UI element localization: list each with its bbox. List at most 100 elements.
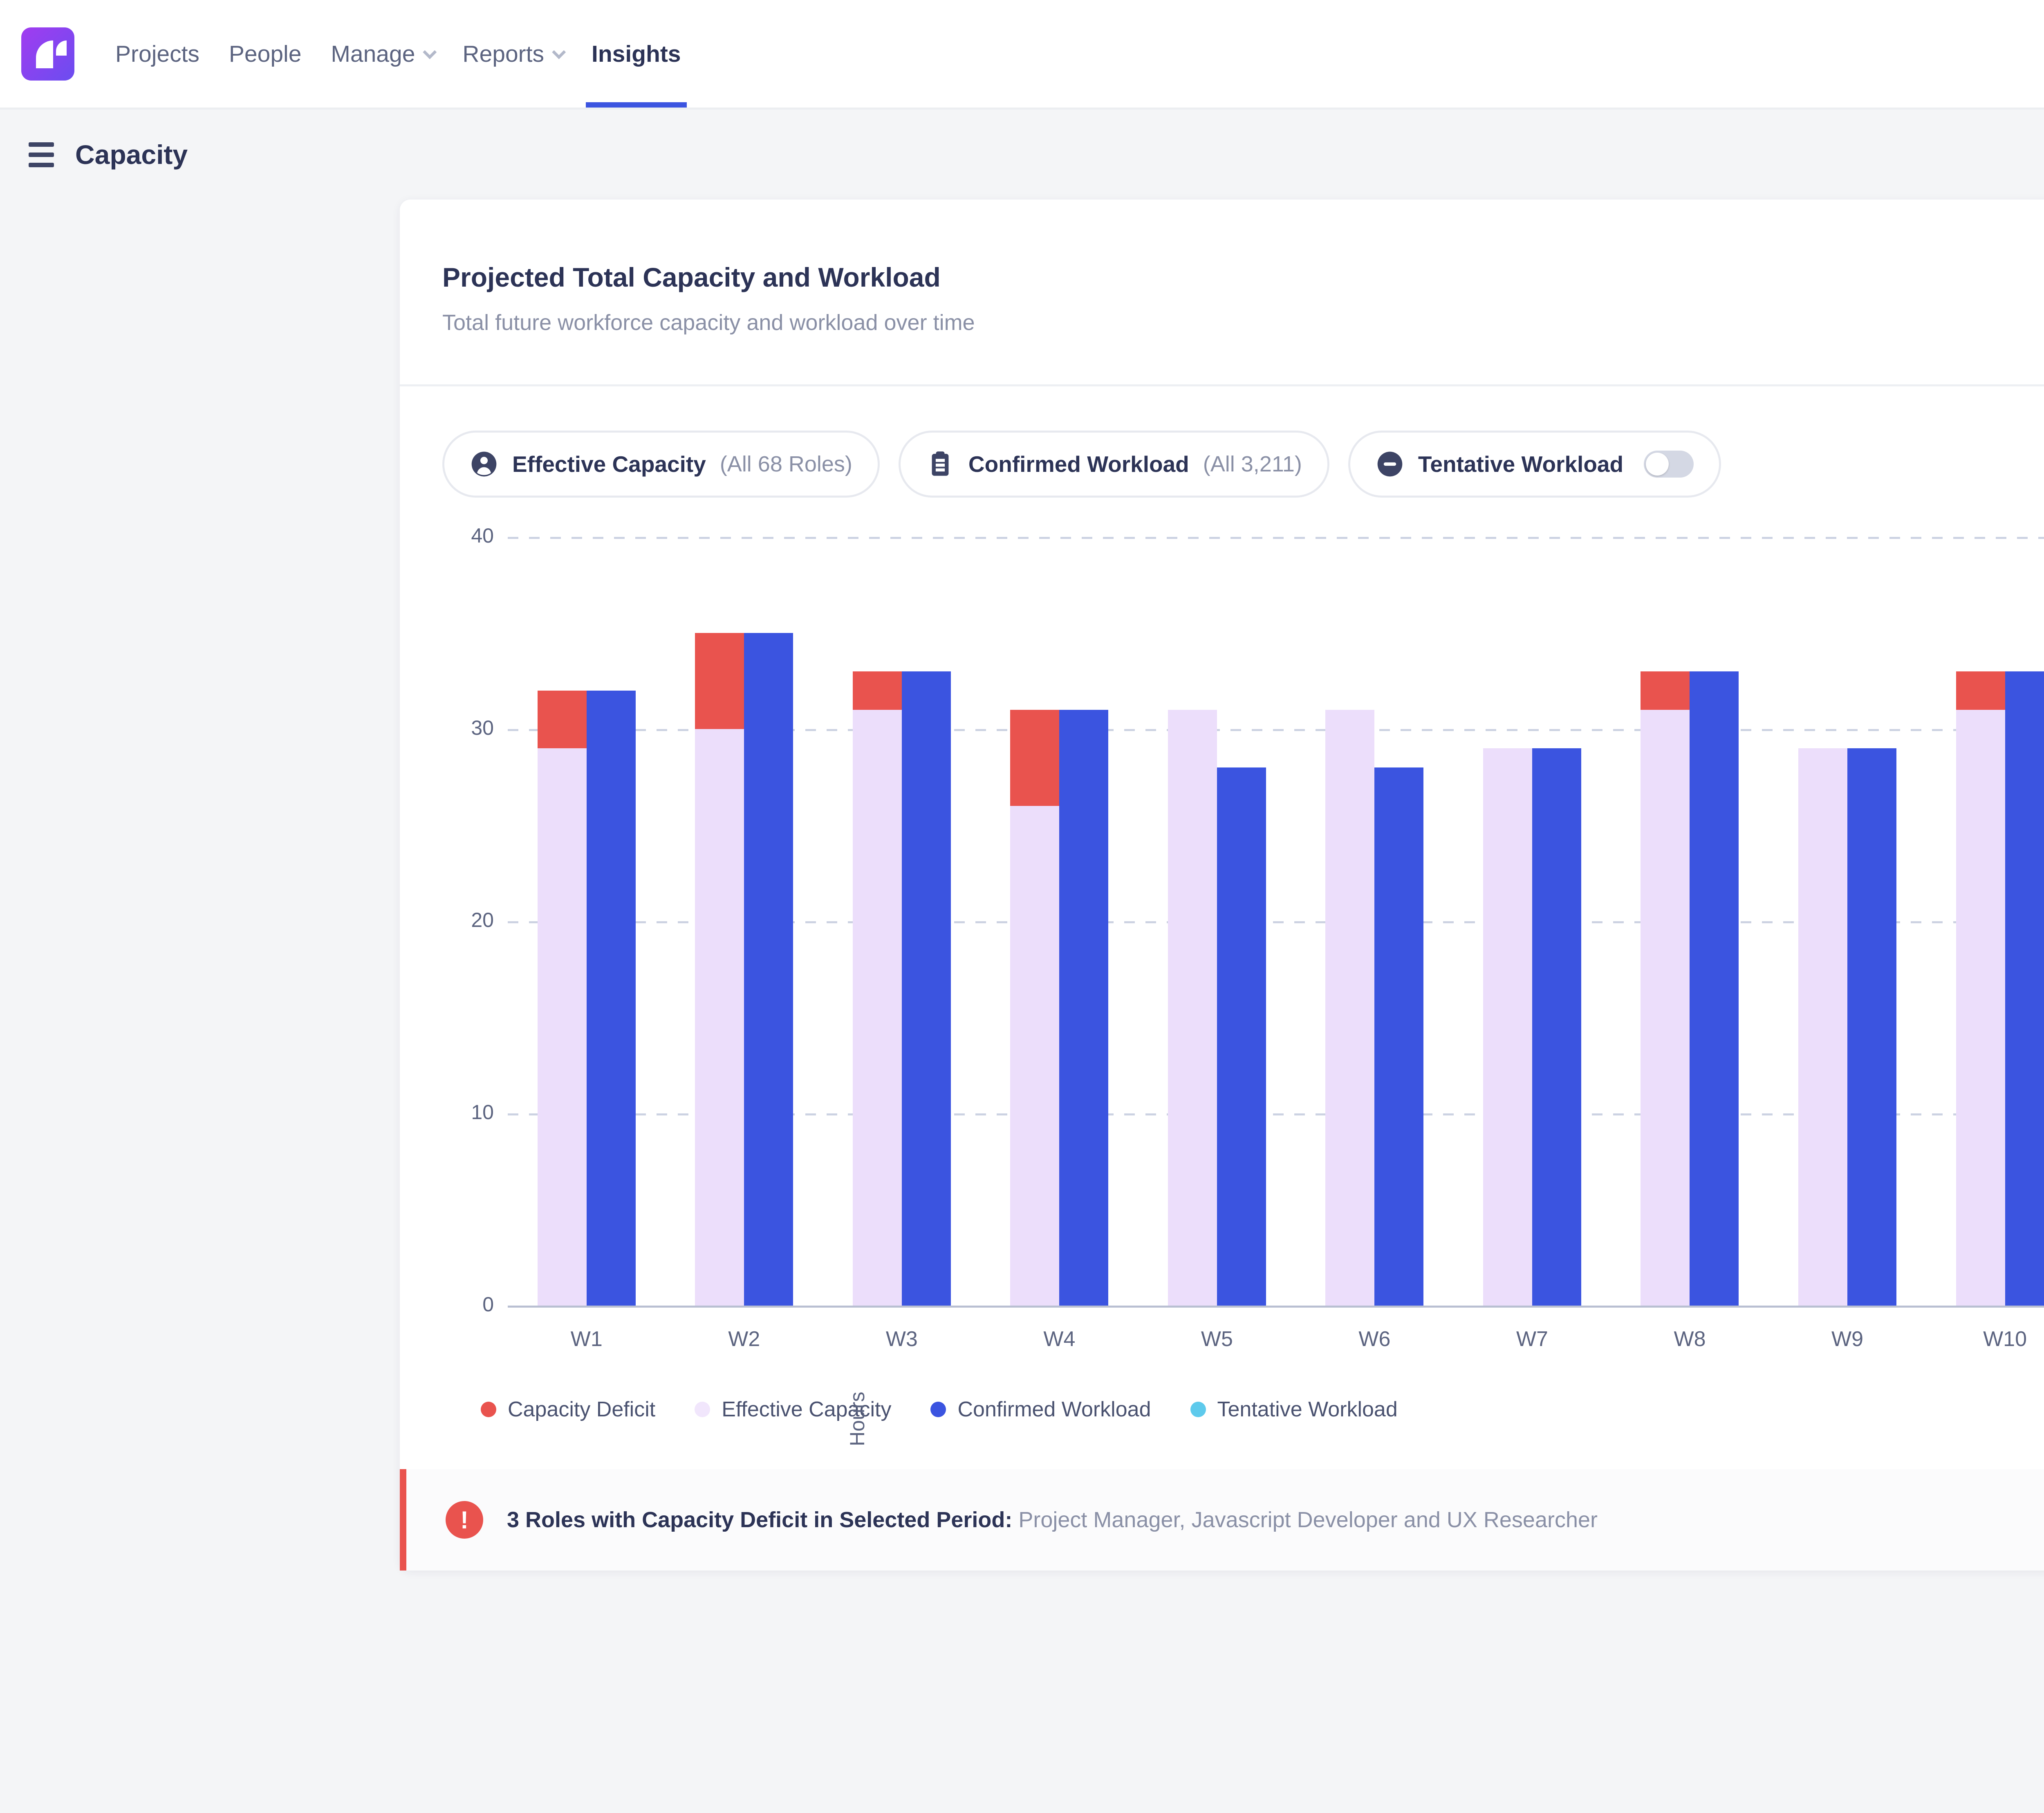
- y-tick-label: 20: [471, 909, 494, 931]
- nav-item-manage[interactable]: Manage: [316, 0, 448, 108]
- nav-item-people[interactable]: People: [214, 0, 316, 108]
- gridline: [508, 1113, 2044, 1115]
- top-navigation-bar: Projects People Manage Reports Insights …: [0, 0, 2044, 110]
- clipboard-icon: [932, 451, 949, 476]
- bar-effective-capacity[interactable]: [695, 633, 744, 1306]
- bar-confirmed-workload[interactable]: [1847, 748, 1897, 1306]
- bar-capacity-deficit[interactable]: [537, 691, 587, 748]
- legend-item[interactable]: Tentative Workload: [1190, 1397, 1398, 1422]
- bar-effective-capacity[interactable]: [1483, 748, 1532, 1306]
- hamburger-line: [29, 152, 54, 157]
- chevron-down-icon: [423, 45, 437, 59]
- bar-group[interactable]: [1453, 537, 1611, 1306]
- x-tick-label: W2: [728, 1327, 760, 1351]
- nav-item-label: Projects: [115, 40, 199, 67]
- nav-item-reports[interactable]: Reports: [448, 0, 577, 108]
- pill-confirmed-workload[interactable]: Confirmed Workload (All 3,211): [898, 431, 1329, 498]
- x-tick-label: W3: [885, 1327, 918, 1351]
- card-title: Projected Total Capacity and Workload: [442, 262, 941, 292]
- series-filter-pills: Effective Capacity (All 68 Roles) Confir…: [400, 386, 2044, 498]
- bar-group[interactable]: [508, 537, 666, 1306]
- person-circle-icon: [471, 451, 497, 477]
- bar-capacity-deficit[interactable]: [852, 671, 902, 710]
- x-tick-label: W10: [1983, 1327, 2027, 1351]
- bar-effective-capacity[interactable]: [1798, 748, 1848, 1306]
- card-header: Projected Total Capacity and Workload To…: [400, 200, 2044, 335]
- chart-legend: Capacity Deficit Effective Capacity Confir…: [400, 1351, 2044, 1422]
- bar-capacity-deficit[interactable]: [1010, 710, 1060, 806]
- bar-group[interactable]: [981, 537, 1139, 1306]
- bar-effective-capacity[interactable]: [852, 671, 902, 1306]
- bar-capacity-deficit[interactable]: [1956, 671, 2005, 710]
- chevron-down-icon: [552, 45, 566, 59]
- x-tick-label: W8: [1674, 1327, 1706, 1351]
- bar-confirmed-workload[interactable]: [586, 691, 636, 1306]
- legend-item[interactable]: Capacity Deficit: [481, 1397, 655, 1422]
- bar-group[interactable]: [823, 537, 981, 1306]
- bar-effective-capacity[interactable]: [1325, 710, 1375, 1306]
- alert-exclamation-icon: !: [446, 1501, 483, 1539]
- bar-group[interactable]: [1138, 537, 1296, 1306]
- runn-logo-icon[interactable]: [21, 27, 74, 81]
- bar-confirmed-workload[interactable]: [1217, 767, 1266, 1306]
- x-tick-label: W1: [570, 1327, 603, 1351]
- y-tick-label: 40: [471, 524, 494, 547]
- nav-items: Projects People Manage Reports Insights: [101, 0, 696, 108]
- bar-confirmed-workload[interactable]: [1374, 767, 1424, 1306]
- bar-capacity-deficit[interactable]: [695, 633, 744, 729]
- nav-item-label: Insights: [592, 40, 681, 67]
- card-divider: [400, 384, 2044, 386]
- legend-item[interactable]: Effective Capacity: [695, 1397, 891, 1422]
- minus-circle-icon: [1377, 451, 1403, 477]
- bar-group[interactable]: [1768, 537, 1926, 1306]
- logo-glyph-left: [36, 40, 53, 68]
- bar-group[interactable]: [1926, 537, 2044, 1306]
- alert-rest-text: Project Manager, Javascript Developer an…: [1012, 1508, 1598, 1532]
- bar-effective-capacity[interactable]: [1956, 671, 2005, 1306]
- chart-plot: 0 10 20 30 40: [471, 524, 2044, 1316]
- bar-effective-capacity[interactable]: [1168, 710, 1217, 1306]
- bar-group[interactable]: [666, 537, 823, 1306]
- capacity-deficit-alert: ! 3 Roles with Capacity Deficit in Selec…: [400, 1469, 2044, 1571]
- bar-effective-capacity[interactable]: [1641, 671, 1690, 1306]
- hamburger-line: [29, 142, 54, 147]
- x-tick-label: W4: [1043, 1327, 1076, 1351]
- pill-count: (All 3,211): [1203, 452, 1302, 476]
- legend-color-dot: [481, 1402, 496, 1417]
- pill-label: Confirmed Workload: [968, 451, 1189, 477]
- legend-color-dot: [930, 1402, 946, 1417]
- page-subheader: Capacity Display: [0, 110, 2044, 200]
- nav-item-projects[interactable]: Projects: [101, 0, 214, 108]
- bar-confirmed-workload[interactable]: [1059, 710, 1109, 1306]
- pill-label: Effective Capacity: [512, 451, 706, 477]
- legend-label: Effective Capacity: [722, 1398, 892, 1421]
- page-title: Capacity: [75, 139, 188, 170]
- legend-item[interactable]: Confirmed Workload: [930, 1397, 1151, 1422]
- bar-capacity-deficit[interactable]: [1641, 671, 1690, 710]
- pill-tentative-workload[interactable]: Tentative Workload: [1348, 431, 1721, 498]
- nav-item-insights[interactable]: Insights: [577, 0, 696, 108]
- bar-confirmed-workload[interactable]: [1690, 671, 1739, 1306]
- hamburger-menu-icon[interactable]: [29, 142, 54, 167]
- nav-item-label: Manage: [331, 40, 415, 67]
- bar-confirmed-workload[interactable]: [744, 633, 793, 1306]
- legend-color-dot: [695, 1402, 710, 1417]
- x-tick-label: W9: [1831, 1327, 1864, 1351]
- bar-effective-capacity[interactable]: [537, 691, 587, 1306]
- bar-confirmed-workload[interactable]: [901, 671, 951, 1306]
- x-tick-label: W6: [1358, 1327, 1391, 1351]
- bar-group[interactable]: [1611, 537, 1769, 1306]
- bar-effective-capacity[interactable]: [1010, 710, 1060, 1306]
- alert-text: 3 Roles with Capacity Deficit in Selecte…: [507, 1507, 1598, 1533]
- bar-confirmed-workload[interactable]: [2005, 671, 2044, 1306]
- legend-label: Capacity Deficit: [508, 1398, 656, 1421]
- bar-confirmed-workload[interactable]: [1532, 748, 1581, 1306]
- x-tick-label: W7: [1516, 1327, 1548, 1351]
- bar-group[interactable]: [1296, 537, 1454, 1306]
- pill-effective-capacity[interactable]: Effective Capacity (All 68 Roles): [442, 431, 880, 498]
- capacity-chart-card: Projected Total Capacity and Workload To…: [400, 200, 2044, 1571]
- legend-label: Confirmed Workload: [957, 1398, 1151, 1421]
- pill-count: (All 68 Roles): [719, 452, 852, 476]
- tentative-workload-toggle[interactable]: [1644, 451, 1694, 478]
